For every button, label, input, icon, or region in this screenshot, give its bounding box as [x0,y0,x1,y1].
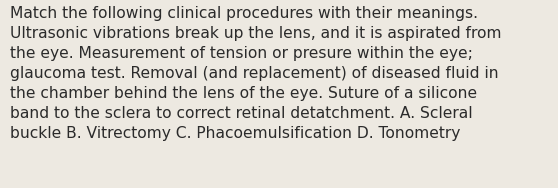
Text: Match the following clinical procedures with their meanings.
Ultrasonic vibratio: Match the following clinical procedures … [10,6,502,141]
